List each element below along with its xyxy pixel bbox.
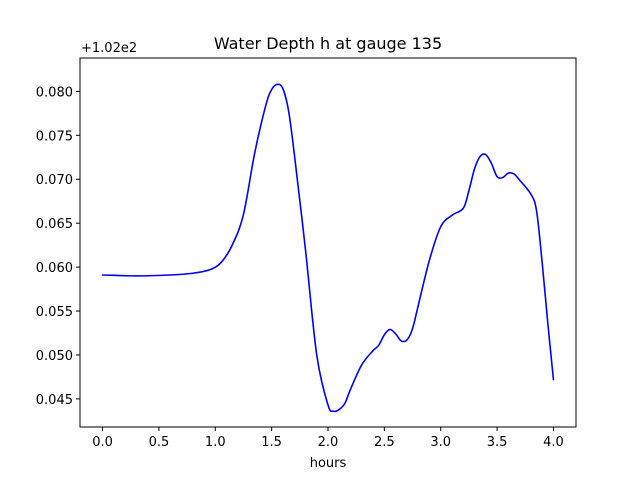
x-tick-label: 4.0 — [543, 435, 564, 450]
chart-title: Water Depth h at gauge 135 — [214, 34, 442, 53]
y-tick-label: 0.070 — [36, 173, 73, 188]
plot-area — [101, 83, 555, 413]
y-tick-label: 0.060 — [36, 261, 73, 276]
y-offset-label: +1.02e2 — [81, 41, 137, 56]
x-tick-label: 2.5 — [374, 435, 395, 450]
x-tick-label: 3.0 — [430, 435, 451, 450]
y-tick-label: 0.075 — [36, 129, 73, 144]
y-tick-label: 0.045 — [36, 393, 73, 408]
x-tick-label: 1.0 — [205, 435, 226, 450]
x-axis-label: hours — [310, 456, 347, 471]
x-tick-label: 1.5 — [261, 435, 282, 450]
y-tick-label: 0.080 — [36, 85, 73, 100]
y-tick-label: 0.055 — [36, 305, 73, 320]
x-tick-label: 2.0 — [318, 435, 339, 450]
series-line — [101, 83, 555, 413]
y-axis: 0.045 0.050 0.055 0.060 0.065 0.070 0.075 0.080 — [36, 85, 80, 408]
x-tick-label: 0.5 — [149, 435, 170, 450]
y-tick-label: 0.050 — [36, 349, 73, 364]
x-tick-label: 0.0 — [92, 435, 113, 450]
y-tick-label: 0.065 — [36, 217, 73, 232]
x-axis: 0.0 0.5 1.0 1.5 2.0 2.5 3.0 3.5 4.0 — [92, 427, 564, 450]
x-tick-label: 3.5 — [487, 435, 508, 450]
